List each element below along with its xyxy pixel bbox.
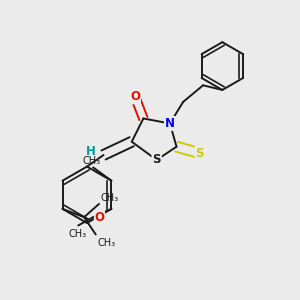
Text: H: H [86, 145, 96, 158]
Text: CH₃: CH₃ [82, 156, 100, 166]
Text: CH₃: CH₃ [97, 238, 115, 248]
Text: CH₃: CH₃ [68, 229, 87, 239]
Text: N: N [165, 117, 175, 130]
Text: S: S [196, 147, 204, 160]
Text: O: O [130, 90, 140, 104]
Text: CH₃: CH₃ [100, 193, 118, 202]
Text: S: S [152, 154, 161, 166]
Text: O: O [94, 212, 104, 224]
